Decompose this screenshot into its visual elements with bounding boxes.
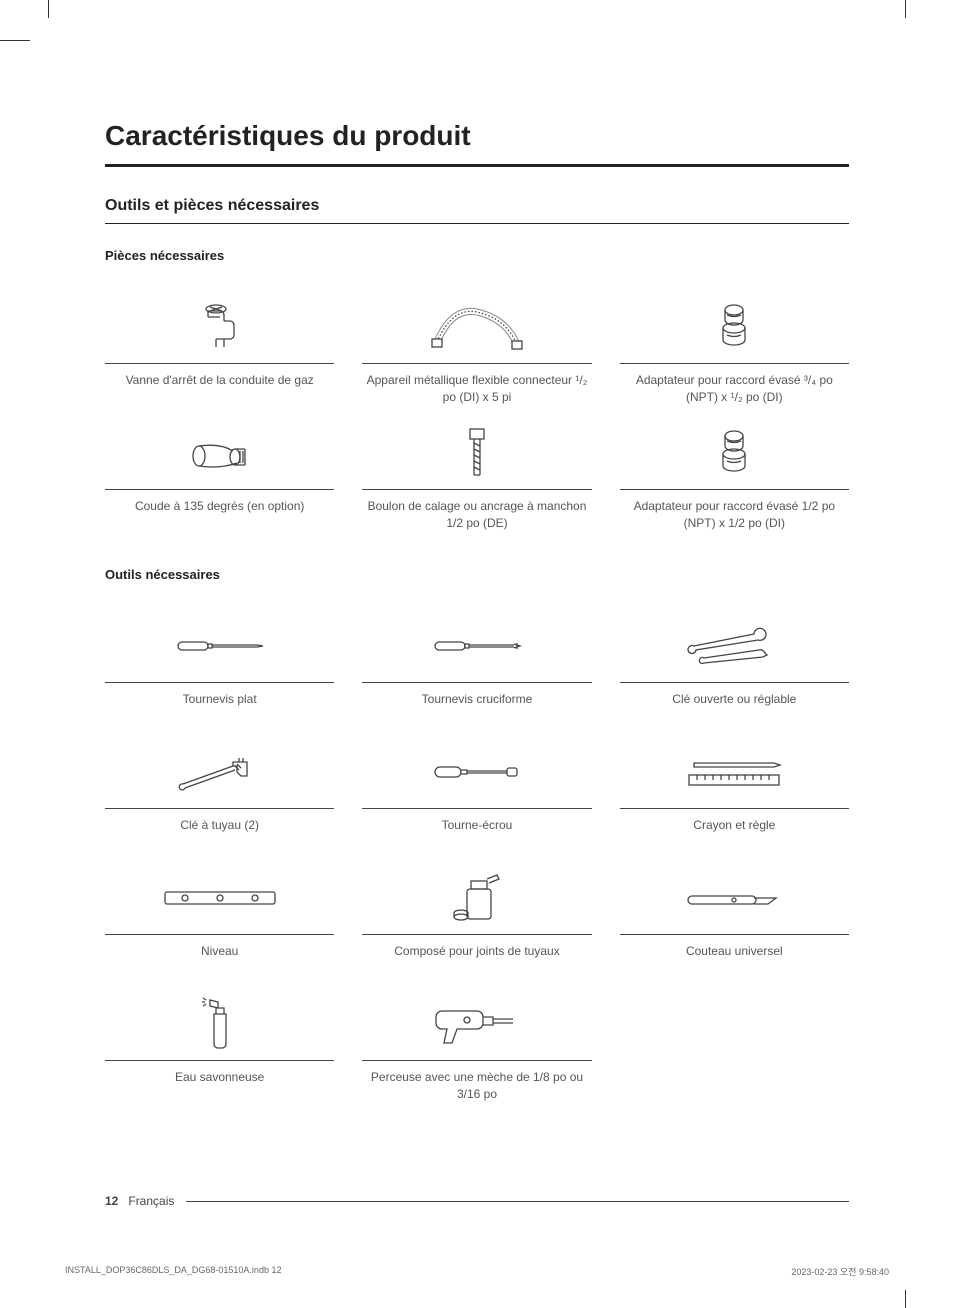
page-number: 12 (105, 1194, 118, 1208)
caption: Eau savonneuse (105, 1060, 334, 1104)
caption: Clé à tuyau (2) (105, 808, 334, 852)
tool-item: Tournevis plat (105, 610, 334, 726)
drill-icon (362, 988, 591, 1060)
tool-item: Composé pour joints de tuyaux (362, 862, 591, 978)
section-title: Outils et pièces nécessaires (105, 197, 849, 224)
tool-item: Clé ouverte ou réglable (620, 610, 849, 726)
tool-item: Clé à tuyau (2) (105, 736, 334, 852)
tool-item: Niveau (105, 862, 334, 978)
phillips-screwdriver-icon (362, 610, 591, 682)
part-item: Adaptateur pour raccord évasé ³/₄ po (NP… (620, 291, 849, 407)
caption: Tournevis cruciforme (362, 682, 591, 726)
caption: Adaptateur pour raccord évasé 1/2 po (NP… (620, 489, 849, 533)
gas-shutoff-valve-icon (105, 291, 334, 363)
parts-grid: Vanne d'arrêt de la conduite de gaz Appa… (105, 291, 849, 533)
caption: Boulon de calage ou ancrage à manchon 1/… (362, 489, 591, 533)
flare-adapter-icon (620, 417, 849, 489)
print-timestamp: 2023-02-23 오전 9:58:40 (791, 1265, 889, 1278)
nut-driver-icon (362, 736, 591, 808)
caption: Tournevis plat (105, 682, 334, 726)
flare-adapter-icon (620, 291, 849, 363)
flexible-connector-icon (362, 291, 591, 363)
lag-bolt-icon (362, 417, 591, 489)
caption: Couteau universel (620, 934, 849, 978)
part-item: Vanne d'arrêt de la conduite de gaz (105, 291, 334, 407)
caption: Adaptateur pour raccord évasé ³/₄ po (NP… (620, 363, 849, 407)
pipe-wrench-icon (105, 736, 334, 808)
tool-item: Perceuse avec une mèche de 1/8 po ou 3/1… (362, 988, 591, 1104)
caption: Clé ouverte ou réglable (620, 682, 849, 726)
caption: Niveau (105, 934, 334, 978)
page-content: Caractéristiques du produit Outils et pi… (0, 0, 954, 1198)
tool-item: Couteau universel (620, 862, 849, 978)
wrench-icon (620, 610, 849, 682)
tools-grid: Tournevis plat Tournevis cruciforme Clé … (105, 610, 849, 1104)
pencil-ruler-icon (620, 736, 849, 808)
tools-subheading: Outils nécessaires (105, 567, 849, 582)
part-item: Adaptateur pour raccord évasé 1/2 po (NP… (620, 417, 849, 533)
caption: Composé pour joints de tuyaux (362, 934, 591, 978)
part-item: Boulon de calage ou ancrage à manchon 1/… (362, 417, 591, 533)
caption: Perceuse avec une mèche de 1/8 po ou 3/1… (362, 1060, 591, 1104)
tool-item: Crayon et règle (620, 736, 849, 852)
caption: Vanne d'arrêt de la conduite de gaz (105, 363, 334, 407)
caption: Coude à 135 degrés (en option) (105, 489, 334, 533)
level-icon (105, 862, 334, 934)
tool-item: Tourne-écrou (362, 736, 591, 852)
parts-subheading: Pièces nécessaires (105, 248, 849, 263)
pipe-compound-icon (362, 862, 591, 934)
flat-screwdriver-icon (105, 610, 334, 682)
caption: Crayon et règle (620, 808, 849, 852)
part-item: Coude à 135 degrés (en option) (105, 417, 334, 533)
page-footer: 12 Français (105, 1194, 849, 1208)
elbow-icon (105, 417, 334, 489)
tool-item: Eau savonneuse (105, 988, 334, 1104)
part-item: Appareil métallique flexible connecteur … (362, 291, 591, 407)
caption: Tourne-écrou (362, 808, 591, 852)
footer-rule (186, 1201, 849, 1202)
tool-item: Tournevis cruciforme (362, 610, 591, 726)
spray-bottle-icon (105, 988, 334, 1060)
print-metadata: INSTALL_DOP36C86DLS_DA_DG68-01510A.indb … (65, 1265, 889, 1278)
page-language: Français (128, 1194, 174, 1208)
print-file: INSTALL_DOP36C86DLS_DA_DG68-01510A.indb … (65, 1265, 281, 1278)
utility-knife-icon (620, 862, 849, 934)
page-title: Caractéristiques du produit (105, 120, 849, 167)
caption: Appareil métallique flexible connecteur … (362, 363, 591, 407)
